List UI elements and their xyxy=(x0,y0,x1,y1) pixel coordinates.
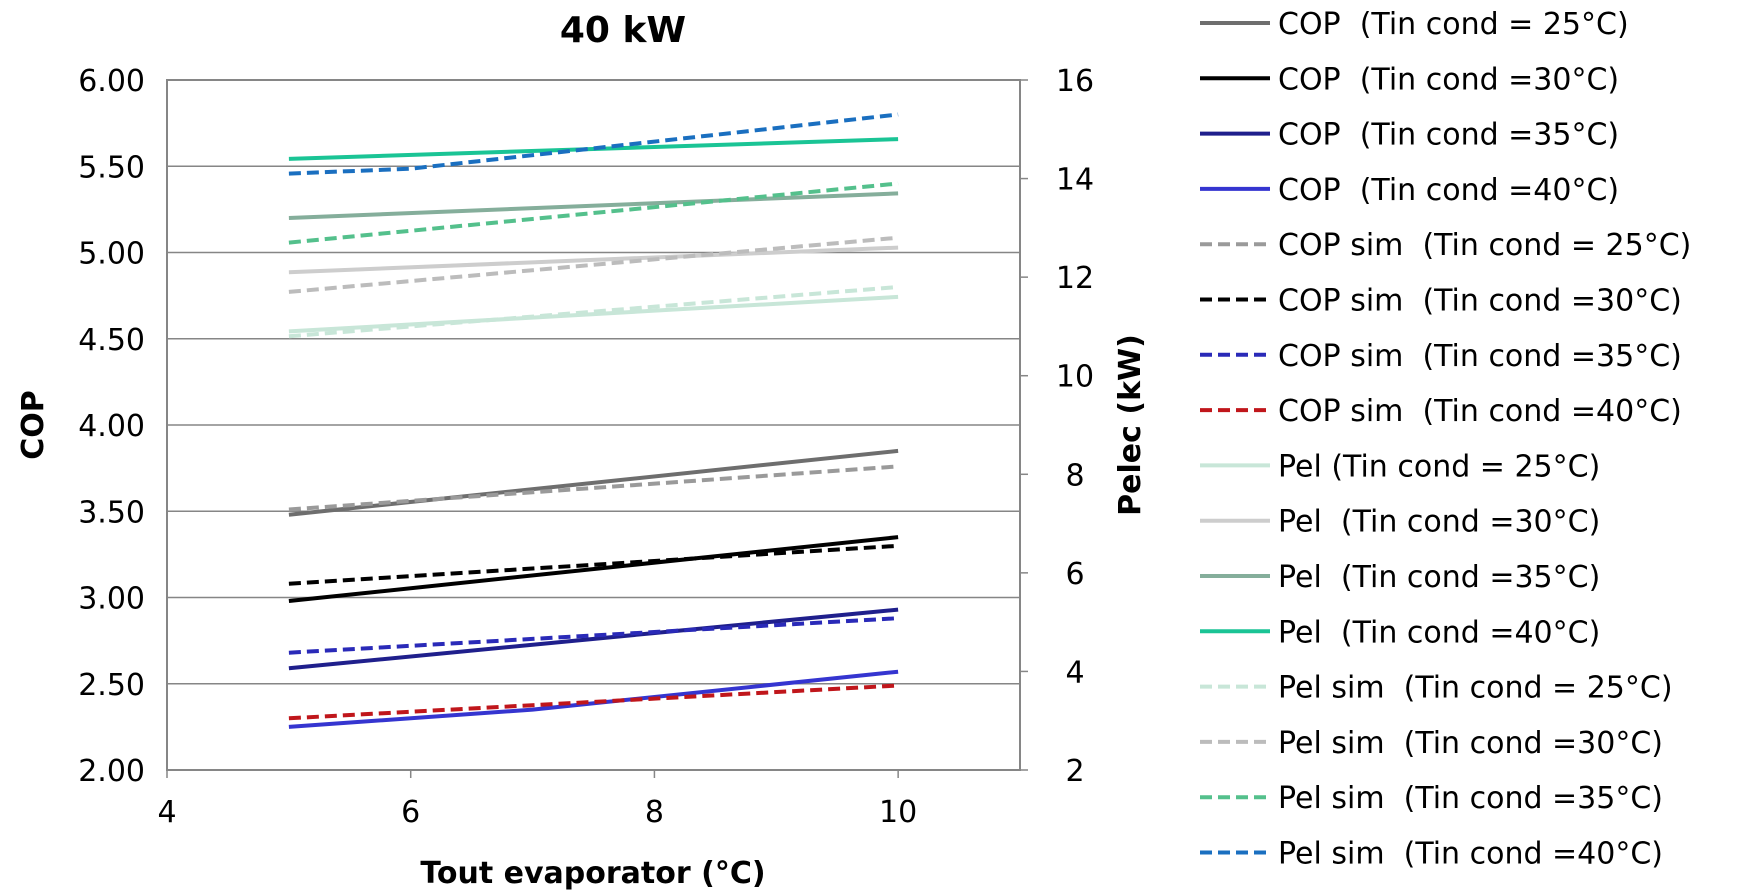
legend-label: Pel sim (Tin cond =30°C) xyxy=(1278,726,1663,761)
series-line xyxy=(288,683,899,721)
legend: COP (Tin cond = 25°C) COP (Tin cond =30°C… xyxy=(1200,7,1691,872)
plot-area-border xyxy=(166,79,1021,771)
series-line xyxy=(288,235,899,294)
chart-title: 40 kW xyxy=(560,10,686,51)
series-line xyxy=(288,191,899,220)
x-tick-label: 6 xyxy=(401,795,420,830)
series-line xyxy=(288,448,899,517)
legend-label: Pel (Tin cond =35°C) xyxy=(1278,560,1600,595)
series-line xyxy=(288,464,899,512)
legend-label: Pel (Tin cond = 25°C) xyxy=(1278,449,1600,484)
legend-label: Pel sim (Tin cond =40°C) xyxy=(1278,837,1663,872)
series-line xyxy=(288,181,899,245)
legend-label: COP sim (Tin cond =30°C) xyxy=(1278,284,1682,319)
x-tick-label: 4 xyxy=(157,795,176,830)
legend-label: COP sim (Tin cond =35°C) xyxy=(1278,339,1682,374)
series-line xyxy=(288,245,899,275)
y-tick-label: 4.50 xyxy=(78,323,145,358)
series-line xyxy=(288,112,899,176)
legend-label: COP (Tin cond =40°C) xyxy=(1278,173,1619,208)
y-tick-label: 3.50 xyxy=(78,495,145,530)
series-line xyxy=(288,616,899,655)
series-line xyxy=(288,543,899,586)
legend-label: Pel (Tin cond =30°C) xyxy=(1278,505,1600,540)
y2-tick-label: 2 xyxy=(1065,754,1084,789)
y2-tick-label: 6 xyxy=(1065,557,1084,592)
x-axis-title: Tout evaporator (°C) xyxy=(420,856,765,891)
y-tick-label: 2.00 xyxy=(78,754,145,789)
y-tick-label: 6.00 xyxy=(78,64,145,99)
y2-tick-label: 14 xyxy=(1056,163,1094,198)
series-line xyxy=(288,535,899,603)
y-tick-label: 3.00 xyxy=(78,582,145,617)
y-tick-label: 5.00 xyxy=(78,237,145,272)
legend-label: COP sim (Tin cond = 25°C) xyxy=(1278,228,1691,263)
series-line xyxy=(288,669,899,729)
legend-label: COP sim (Tin cond =40°C) xyxy=(1278,394,1682,429)
y2-axis-title: Pelec (kW) xyxy=(1113,334,1148,516)
y-tick-label: 5.50 xyxy=(78,150,145,185)
legend-label: COP (Tin cond = 25°C) xyxy=(1278,7,1629,42)
legend-label: Pel (Tin cond =40°C) xyxy=(1278,615,1600,650)
series-line xyxy=(288,137,899,161)
y2-tick-label: 12 xyxy=(1056,261,1094,296)
x-tick-label: 10 xyxy=(879,795,917,830)
y2-tick-label: 4 xyxy=(1065,655,1084,690)
y-tick-labels: 2.00 2.50 3.00 3.50 4.00 4.50 5.00 5.50 6.00 xyxy=(78,64,145,789)
x-tick-labels: 4 6 8 10 xyxy=(157,770,917,830)
legend-label: COP (Tin cond =35°C) xyxy=(1278,118,1619,153)
y2-tick-label: 10 xyxy=(1056,360,1094,395)
y2-tick-label: 8 xyxy=(1065,458,1084,493)
x-tick-label: 8 xyxy=(645,795,664,830)
y-tick-label: 2.50 xyxy=(78,668,145,703)
series-line xyxy=(288,285,899,339)
legend-label: Pel sim (Tin cond =35°C) xyxy=(1278,781,1663,816)
y-axis-title: COP xyxy=(16,390,51,460)
legend-label: COP (Tin cond =30°C) xyxy=(1278,62,1619,97)
y2-tick-label: 16 xyxy=(1056,64,1094,99)
legend-label: Pel sim (Tin cond = 25°C) xyxy=(1278,671,1673,706)
series-line xyxy=(288,607,899,671)
y2-tick-labels: 2 4 6 8 10 12 14 16 xyxy=(1020,64,1094,789)
series-layer xyxy=(288,112,899,729)
series-line xyxy=(288,294,899,334)
y-tick-label: 4.00 xyxy=(78,409,145,444)
